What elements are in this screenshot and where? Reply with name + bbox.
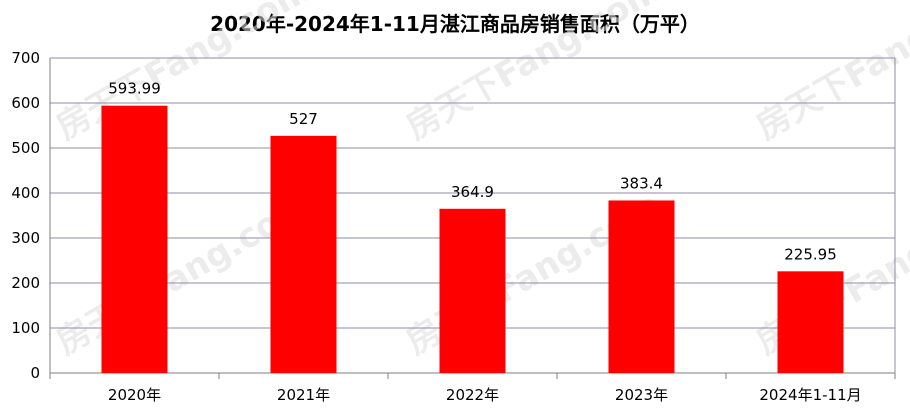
- bar: [270, 135, 337, 373]
- x-category-label: 2021年: [277, 386, 330, 404]
- watermark-text: 房天下Fang.com: [50, 0, 318, 148]
- x-category-label: 2024年1-11月: [759, 386, 861, 404]
- y-tick-label: 0: [30, 364, 40, 382]
- bar-value-label: 225.95: [784, 245, 837, 263]
- bars-layer: [101, 105, 844, 373]
- y-tick-label: 600: [11, 94, 40, 112]
- x-category-label: 2023年: [615, 386, 668, 404]
- bar: [439, 208, 506, 373]
- watermark-text: 房天下Fang.com: [400, 0, 668, 148]
- x-category-label: 2022年: [446, 386, 499, 404]
- x-category-label: 2020年: [108, 386, 161, 404]
- bar-value-label: 593.99: [108, 80, 161, 98]
- bar: [101, 105, 168, 373]
- chart-title: 2020年-2024年1-11月湛江商品房销售面积（万平）: [210, 12, 700, 36]
- bar: [608, 200, 675, 373]
- y-tick-label: 400: [11, 184, 40, 202]
- bar: [777, 271, 844, 373]
- y-tick-label: 500: [11, 139, 40, 157]
- bar-value-label: 527: [289, 110, 318, 128]
- bar-value-label: 364.9: [451, 183, 494, 201]
- y-tick-label: 700: [11, 49, 40, 67]
- labels-layer: 593.99 527 364.9 383.4 225.95: [108, 80, 837, 264]
- y-tick-label: 100: [11, 319, 40, 337]
- watermark-text: 房天下Fang.com: [750, 0, 910, 148]
- y-tick-label: 300: [11, 229, 40, 247]
- bar-value-label: 383.4: [620, 174, 663, 192]
- axis-layer: 0 100 200 300 400 500 600 700 2020年 2021年 2022年 202…: [11, 49, 896, 404]
- y-tick-label: 200: [11, 274, 40, 292]
